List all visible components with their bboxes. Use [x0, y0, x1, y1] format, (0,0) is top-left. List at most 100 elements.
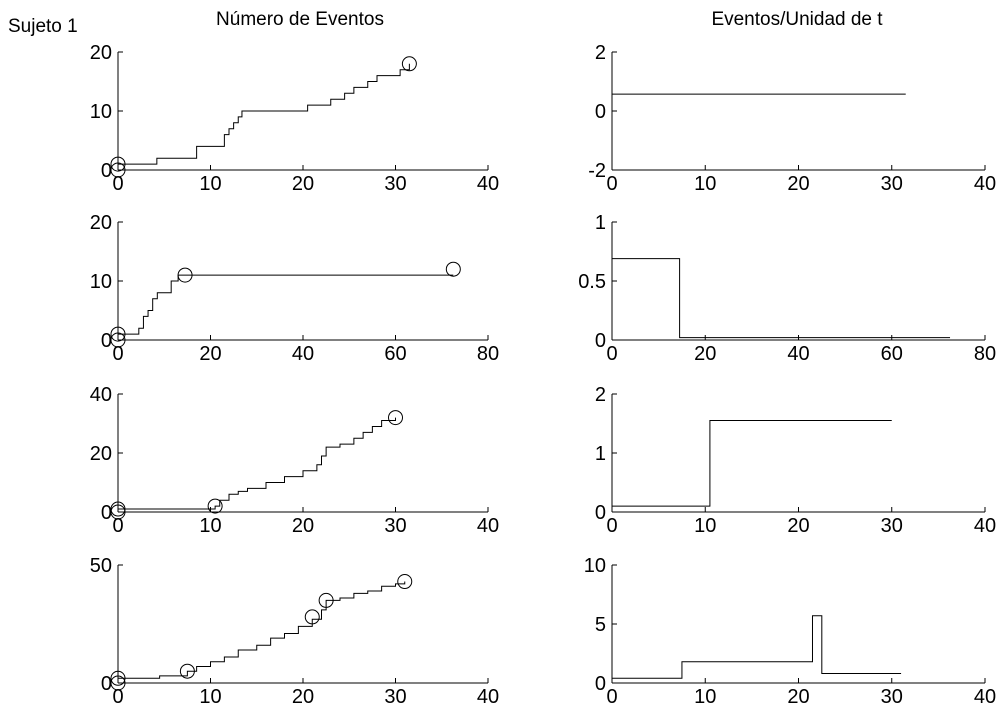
- x-tick-label: 10: [199, 173, 221, 195]
- x-tick-label: 0: [606, 343, 617, 365]
- y-tick-label: 5: [595, 614, 606, 636]
- x-tick-label: 0: [606, 515, 617, 537]
- event-marker: [110, 670, 126, 686]
- y-tick-label: 0: [101, 330, 112, 352]
- event-marker: [318, 592, 334, 608]
- x-tick-label: 0: [606, 686, 617, 708]
- y-tick-label: 2: [595, 42, 606, 64]
- event-marker: [110, 332, 126, 348]
- y-tick-label: 0: [101, 160, 112, 182]
- x-tick-label: 20: [292, 173, 314, 195]
- subplot-2: 0 20 40 60 80 0 10 20: [90, 212, 499, 365]
- subplot-6: 0 10 20 30 40 0 50: [90, 555, 499, 708]
- y-tick-label: 20: [90, 443, 112, 465]
- x-tick-label: 20: [199, 343, 221, 365]
- x-tick-label: 80: [477, 343, 499, 365]
- y-tick-label: 10: [90, 101, 112, 123]
- event-marker: [177, 267, 193, 283]
- x-tick-label: 40: [292, 343, 314, 365]
- x-tick-label: 0: [112, 173, 123, 195]
- y-tick-label: 20: [90, 42, 112, 64]
- y-tick-label: 0: [595, 502, 606, 524]
- x-tick-label: 20: [292, 686, 314, 708]
- x-tick-label: 40: [974, 515, 996, 537]
- x-tick-label: 80: [974, 343, 996, 365]
- subplot-0: 0 10 20 30 40 0 10 20: [90, 42, 499, 195]
- x-tick-label: 30: [881, 686, 903, 708]
- event-marker: [110, 501, 126, 517]
- x-tick-label: 20: [787, 515, 809, 537]
- x-tick-label: 30: [384, 515, 406, 537]
- x-tick-label: 10: [694, 173, 716, 195]
- x-tick-label: 40: [974, 686, 996, 708]
- y-tick-label: 10: [584, 555, 606, 577]
- y-tick-label: 2: [595, 384, 606, 406]
- y-tick-label: 10: [90, 271, 112, 293]
- x-tick-label: 10: [199, 686, 221, 708]
- y-tick-label: 0: [595, 101, 606, 123]
- x-tick-label: 0: [112, 343, 123, 365]
- y-tick-label: 50: [90, 555, 112, 577]
- subplot-4: 0 10 20 30 40 0 20 40: [90, 384, 499, 537]
- x-tick-label: 10: [694, 515, 716, 537]
- x-tick-label: 30: [384, 173, 406, 195]
- y-tick-label: 20: [90, 212, 112, 234]
- event-marker: [110, 504, 126, 520]
- x-tick-label: 40: [477, 515, 499, 537]
- series-line: [118, 274, 454, 335]
- x-tick-label: 40: [974, 173, 996, 195]
- x-tick-label: 20: [292, 515, 314, 537]
- event-marker: [445, 261, 461, 277]
- series-line: [118, 417, 396, 510]
- y-tick-label: 0: [595, 673, 606, 695]
- column-title-events-per-unit-time: Eventos/Unidad de t: [711, 9, 883, 30]
- x-tick-label: 60: [881, 343, 903, 365]
- x-tick-label: 60: [384, 343, 406, 365]
- subplot-7: 0 10 20 30 40 0 5 10: [584, 555, 996, 708]
- x-tick-label: 40: [787, 343, 809, 365]
- series-line: [118, 63, 410, 165]
- event-marker: [110, 162, 126, 178]
- event-marker: [179, 663, 195, 679]
- column-title-number-of-events: Número de Eventos: [216, 9, 384, 30]
- x-tick-label: 0: [112, 515, 123, 537]
- x-tick-label: 40: [477, 686, 499, 708]
- row-label: Sujeto 1: [8, 16, 78, 37]
- subplot-3: 0 20 40 60 80 0 0.5 1: [578, 212, 996, 365]
- event-marker: [110, 675, 126, 691]
- x-tick-label: 20: [787, 173, 809, 195]
- event-marker: [110, 156, 126, 172]
- x-tick-label: 0: [112, 686, 123, 708]
- event-marker: [304, 609, 320, 625]
- y-tick-label: 0: [101, 502, 112, 524]
- y-tick-label: 40: [90, 384, 112, 406]
- x-tick-label: 30: [881, 173, 903, 195]
- x-tick-label: 10: [694, 686, 716, 708]
- series-line: [612, 615, 902, 679]
- x-tick-label: 10: [199, 515, 221, 537]
- event-marker: [401, 56, 417, 72]
- x-tick-label: 40: [477, 173, 499, 195]
- x-tick-label: 30: [384, 686, 406, 708]
- series-line: [612, 420, 892, 507]
- event-marker: [397, 574, 413, 590]
- y-tick-label: 0.5: [578, 271, 606, 293]
- series-line: [612, 258, 951, 339]
- subplot-1: 0 10 20 30 40-202: [588, 42, 996, 195]
- event-marker: [388, 410, 403, 426]
- x-tick-label: 0: [606, 173, 617, 195]
- y-tick-label: 0: [595, 330, 606, 352]
- y-tick-label: 1: [595, 443, 606, 465]
- event-marker: [110, 326, 126, 342]
- x-tick-label: 20: [787, 686, 809, 708]
- series-line: [118, 581, 406, 679]
- x-tick-label: 20: [694, 343, 716, 365]
- event-marker: [207, 498, 223, 514]
- y-tick-label: 1: [595, 212, 606, 234]
- x-tick-label: 30: [881, 515, 903, 537]
- y-tick-label: -2: [588, 160, 606, 182]
- y-tick-label: 0: [101, 673, 112, 695]
- subplot-5: 0 10 20 30 40 0 1 2: [595, 384, 996, 537]
